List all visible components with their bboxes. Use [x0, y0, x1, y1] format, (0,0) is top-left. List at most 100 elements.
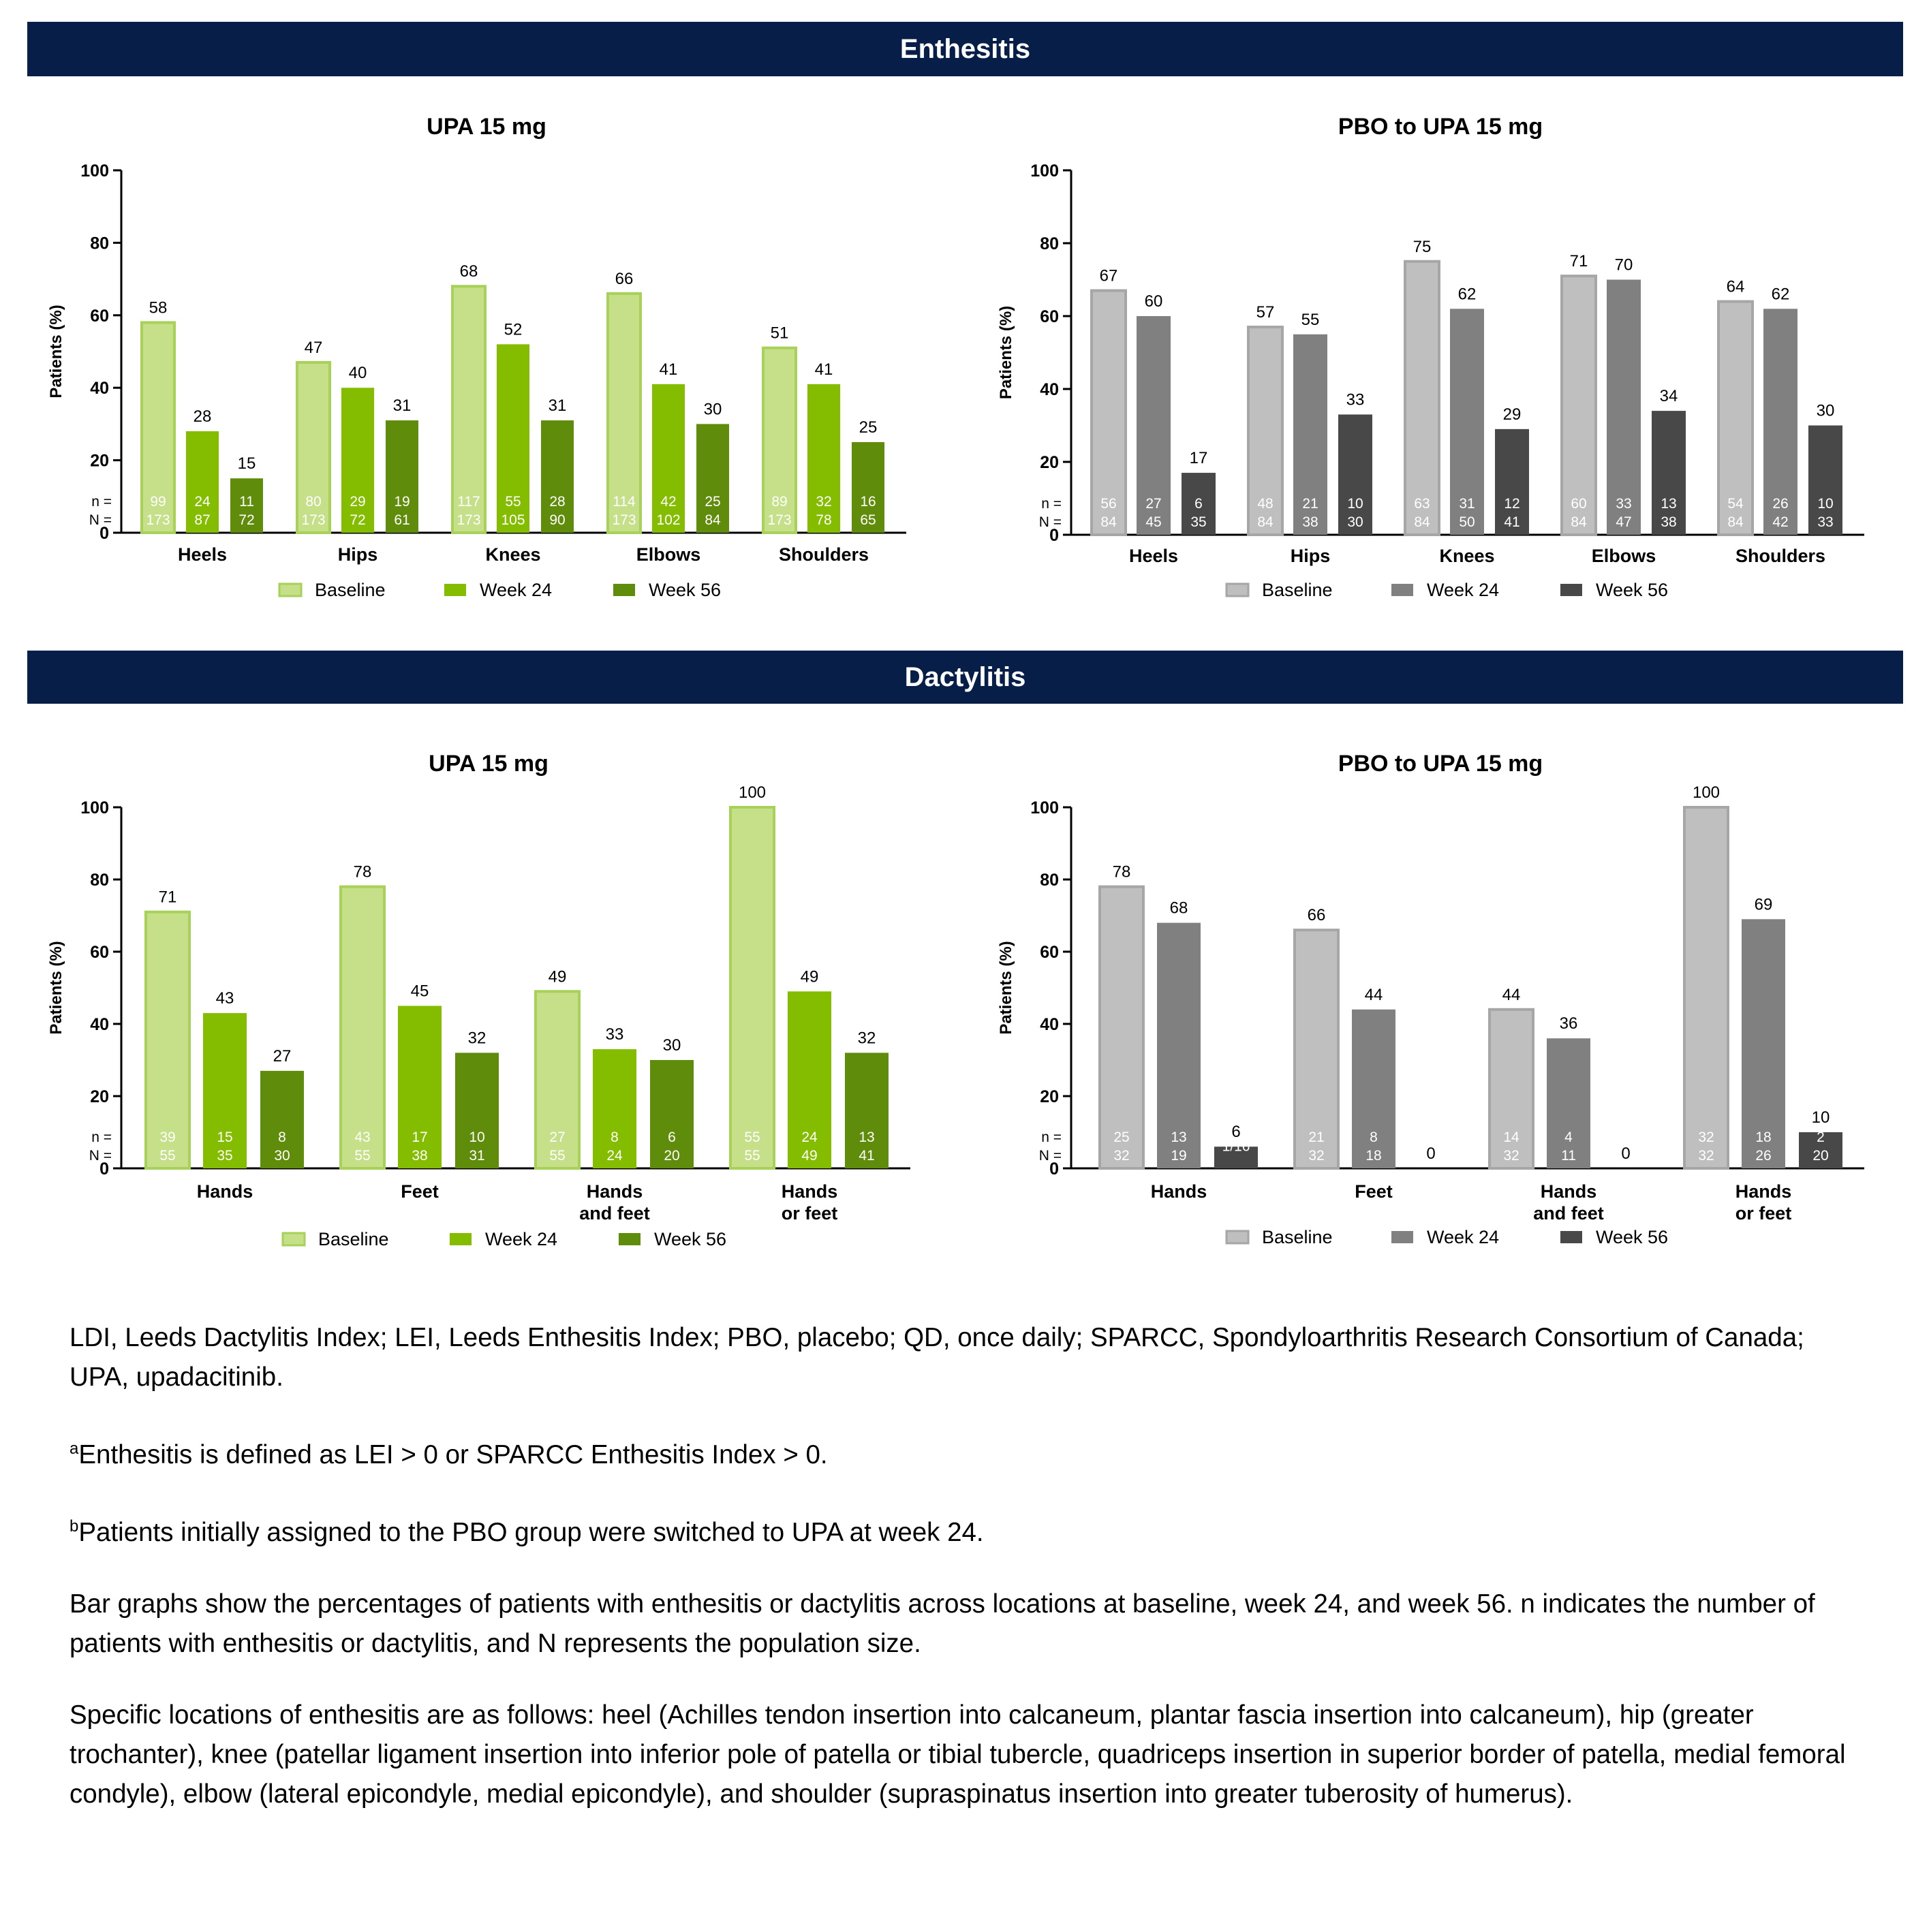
y-tick-label: 0: [99, 1159, 109, 1179]
bar-n-label: 1/16: [1222, 1139, 1250, 1155]
bar-N-label: 38: [1661, 514, 1676, 530]
bar-N-label: 84: [1100, 514, 1117, 530]
bar: [852, 442, 884, 533]
bar-n-label: 13: [859, 1129, 874, 1145]
abbreviations-note: LDI, Leeds Dactylitis Index; LEI, Leeds …: [70, 1323, 1804, 1392]
legend-label: Week 24: [1427, 1227, 1499, 1247]
y-tick-label: 40: [1040, 380, 1059, 399]
bar-N-label: 38: [1302, 514, 1318, 530]
bar-value-label: 67: [1100, 267, 1118, 285]
y-tick-label: 0: [1049, 1159, 1059, 1179]
category-label: Feet: [401, 1181, 439, 1202]
description-note: Bar graphs show the percentages of patie…: [70, 1589, 1815, 1658]
n-row-label: n =: [91, 494, 112, 510]
bar-N-label: 105: [501, 512, 525, 528]
bar-N-label: 32: [1698, 1148, 1714, 1164]
bar-N-label: 32: [1308, 1148, 1324, 1164]
category-label: Shoulders: [779, 544, 869, 565]
bar-value-label: 41: [660, 360, 678, 379]
bar-n-label: 39: [159, 1129, 175, 1145]
bar-N-label: 20: [664, 1148, 679, 1164]
bar-value-label: 0: [1426, 1144, 1435, 1163]
bar: [1214, 1147, 1258, 1168]
bar: [1607, 279, 1641, 535]
bar-value-label: 49: [801, 967, 819, 986]
bar-N-label: 49: [801, 1148, 817, 1164]
bar-N-label: 72: [238, 512, 254, 528]
bar-N-label: 32: [1113, 1148, 1129, 1164]
y-tick-label: 20: [90, 452, 109, 471]
y-tick-label: 20: [1040, 453, 1059, 472]
footnote-b: bPatients initially assigned to the PBO …: [70, 1507, 1868, 1553]
y-axis-label: Patients (%): [997, 941, 1015, 1034]
bar-value-label: 33: [606, 1025, 624, 1044]
category-label: Feet: [1355, 1181, 1393, 1202]
category-label: Hips: [338, 544, 378, 565]
category-label: or feet: [1735, 1203, 1792, 1224]
category-label: Knees: [485, 544, 540, 565]
bar: [455, 1053, 499, 1168]
bar-N-label: 102: [656, 512, 680, 528]
y-axis-label: Patients (%): [997, 306, 1015, 399]
n-row-label: n =: [1041, 1129, 1062, 1145]
bar-N-label: 24: [606, 1148, 623, 1164]
n-row-label: n =: [1041, 496, 1062, 512]
legend-swatch: [619, 1233, 641, 1245]
chart-title: UPA 15 mg: [427, 114, 546, 140]
bar-value-label: 57: [1256, 303, 1275, 322]
bar-n-label: 54: [1727, 496, 1744, 512]
y-tick-label: 100: [1030, 161, 1059, 181]
bar: [1450, 309, 1484, 535]
bar-N-label: 173: [146, 512, 170, 528]
bar-N-label: 72: [350, 512, 365, 528]
y-tick-label: 80: [90, 871, 109, 890]
bar-n-label: 89: [771, 494, 787, 510]
category-label: Shoulders: [1735, 546, 1825, 566]
bar: [807, 384, 840, 533]
bar-n-label: 31: [1459, 496, 1475, 512]
bar-value-label: 71: [1570, 252, 1588, 270]
legend-label: Week 24: [1427, 580, 1499, 600]
bar-N-label: 90: [549, 512, 565, 528]
bar-value-label: 75: [1413, 238, 1432, 256]
bar-n-label: 2: [1817, 1129, 1825, 1145]
bar: [1652, 411, 1686, 535]
category-label: Heels: [178, 544, 227, 565]
bar-N-label: 78: [816, 512, 831, 528]
enthesitis-banner: Enthesitis: [27, 22, 1903, 76]
legend-label: Baseline: [1262, 1227, 1333, 1247]
y-tick-label: 0: [1049, 526, 1059, 545]
bar-N-label: 45: [1145, 514, 1161, 530]
bar: [186, 431, 219, 533]
bar: [593, 1049, 636, 1168]
bar-N-label: 38: [412, 1148, 427, 1164]
legend-label: Week 24: [480, 580, 552, 600]
bar: [230, 478, 263, 533]
bar: [1090, 289, 1127, 536]
bar-n-label: 11: [239, 494, 254, 510]
bar-n-label: 12: [1504, 496, 1519, 512]
bar-N-label: 11: [1561, 1148, 1576, 1164]
bar-n-label: 29: [350, 494, 365, 510]
y-tick-label: 40: [1040, 1015, 1059, 1034]
y-tick-label: 80: [1040, 871, 1059, 890]
bar-N-label: 41: [859, 1148, 874, 1164]
bar: [1683, 806, 1729, 1170]
bar-N-label: 32: [1503, 1148, 1519, 1164]
footnotes: LDI, Leeds Dactylitis Index; LEI, Leeds …: [70, 1318, 1868, 1846]
legend-label: Week 56: [654, 1229, 726, 1249]
bar-n-label: 60: [1571, 496, 1586, 512]
N-row-label: N =: [1039, 514, 1062, 530]
bar: [1137, 316, 1171, 535]
bar-N-label: 31: [469, 1148, 484, 1164]
bar-n-label: 10: [1817, 496, 1833, 512]
legend-label: Week 56: [649, 580, 721, 600]
bar-n-label: 43: [354, 1129, 370, 1145]
bar-n-label: 6: [1194, 496, 1203, 512]
bar: [140, 321, 176, 534]
y-tick-label: 60: [90, 307, 109, 326]
bar-n-label: 32: [1698, 1129, 1714, 1145]
bar-N-label: 55: [354, 1148, 370, 1164]
bar-n-label: 48: [1257, 496, 1273, 512]
